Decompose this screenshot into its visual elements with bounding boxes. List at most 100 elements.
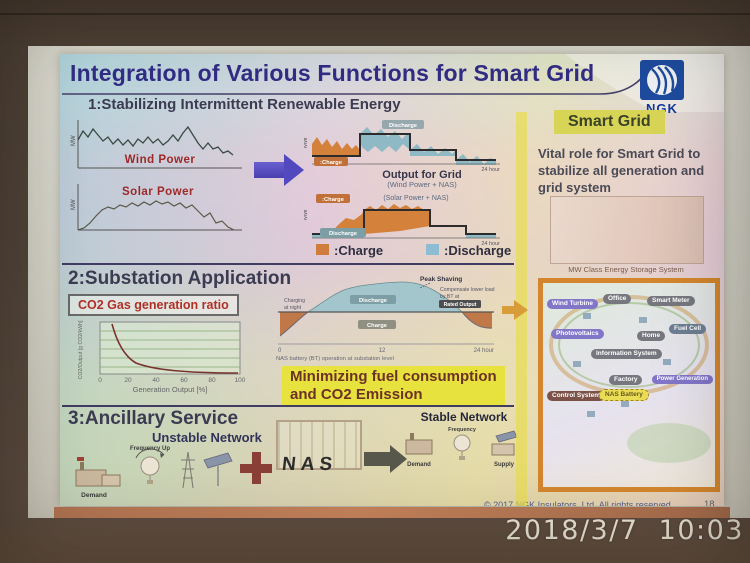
charge-discharge-legend: :Charge :Discharge	[316, 243, 516, 259]
node-office: Office	[603, 294, 632, 304]
discharge-swatch	[426, 244, 439, 255]
load-caption: NAS battery (BT) operation at substation…	[276, 356, 394, 362]
stable-supply-building	[491, 443, 515, 456]
outA-charge-area	[312, 137, 360, 156]
slide-title: Integration of Various Functions for Sma…	[70, 60, 595, 86]
nas-container-illustration	[276, 420, 362, 470]
solar-panel-icon	[203, 452, 233, 469]
discharge-legend-label: :Discharge	[444, 243, 512, 258]
factory-chimney-icon	[80, 462, 84, 470]
section1-heading: 1:Stabilizing Intermittent Renewable Ene…	[88, 96, 401, 113]
load-charge-pill	[358, 320, 396, 329]
load-rated-label: Rated Output	[444, 302, 477, 308]
load-discharge-label: Discharge	[359, 298, 388, 304]
smart-grid-paragraph: Vital role for Smart Grid to stabilize a…	[538, 146, 705, 195]
stable-network-label: Stable Network	[420, 410, 508, 424]
wall-seam	[0, 13, 750, 15]
ngk-logo: NGK	[640, 60, 684, 116]
load-night2: at night	[284, 305, 302, 311]
svg-text:80: 80	[208, 377, 216, 384]
outB-charge-area	[330, 204, 430, 234]
load-curve-right	[461, 311, 493, 329]
outB-discharge-pill	[320, 228, 366, 237]
svg-text:60: 60	[180, 377, 188, 384]
copyright: © 2017 NGK Insulators, Ltd. All rights r…	[484, 500, 671, 506]
section3-heading: 3:Ancillary Service	[68, 408, 239, 429]
outA-charge-label: :Charge	[320, 160, 343, 166]
balloon-basket-icon	[147, 480, 153, 484]
right-arrow-head	[284, 154, 304, 186]
demand-label: Demand	[81, 492, 107, 499]
load-curve-left	[279, 311, 309, 337]
co2-gridlines	[100, 330, 240, 368]
solar-y-label: MW	[71, 199, 77, 210]
plus-vertical	[252, 452, 261, 484]
storage-photo-caption: MW Class Energy Storage System	[568, 265, 684, 274]
building-icon	[101, 474, 121, 487]
to-right-arrow	[502, 306, 514, 314]
node-control-system: Control System	[547, 391, 606, 401]
to-right-arrow-head	[514, 300, 528, 320]
frequency-arrow-icon	[135, 448, 165, 459]
co2-box: CO2 Gas generation ratio	[68, 294, 239, 316]
outB-y-label: MW	[304, 209, 309, 220]
transform-arrow-head	[390, 445, 407, 473]
charge-swatch	[316, 244, 329, 255]
co2-y-label: CO2/Output [g CO2/kWh]	[78, 320, 84, 379]
svg-text:12: 12	[379, 348, 386, 354]
camera-timestamp: 2018/3/7 10:03	[505, 515, 744, 546]
unstable-network-label: Unstable Network	[152, 430, 262, 445]
svg-text:40: 40	[152, 377, 160, 384]
outA-discharge-pill	[382, 120, 424, 129]
outA-x-right: 24 hour	[481, 167, 500, 173]
node-nas-battery: NAS Battery	[599, 389, 649, 401]
stable-network-illustration: Demand Frequency Supply	[405, 427, 518, 468]
stable-balloon-icon	[453, 434, 471, 452]
solar-power-chart: MW Solar Power	[71, 184, 242, 231]
page-number: 18	[704, 499, 715, 506]
load-night1: Charging	[284, 298, 305, 304]
transform-arrow	[364, 452, 390, 466]
node-factory: Factory	[609, 375, 643, 385]
wind-label: Wind Power	[125, 154, 196, 166]
projection-screen: Integration of Various Functions for Sma…	[28, 46, 750, 518]
node-fuel-cell: Fuel Cell	[669, 324, 707, 334]
solar-label: Solar Power	[122, 186, 194, 198]
harbor-area	[627, 423, 711, 463]
load-note2: by BT at	[440, 294, 460, 300]
load-peak-label: Peak Shaving	[420, 276, 462, 283]
storage-facility-photo	[550, 196, 704, 264]
stable-factory-icon	[405, 439, 433, 455]
minimizing-highlight: Minimizing fuel consumption and CO2 Emis…	[282, 366, 505, 406]
smart-grid-badge: Smart Grid	[554, 110, 665, 134]
load-charge-label: Charge	[367, 323, 388, 329]
load-rated-pill	[439, 300, 481, 308]
co2-x-label: Generation Output [%]	[133, 385, 208, 394]
outB-discharge-label: Discharge	[329, 231, 358, 237]
unstable-network-illustration: Demand Frequency Up	[75, 446, 233, 499]
co2-curve	[111, 323, 239, 374]
minimizing-line2: and CO2 Emission	[290, 386, 423, 403]
outB-charge-pill	[316, 194, 350, 203]
nas-wordmark: NAS	[280, 454, 339, 475]
outA-discharge-area1	[360, 127, 410, 152]
stable-chimney-icon	[410, 433, 414, 440]
ngk-logo-stripes	[651, 66, 675, 95]
svg-text:24 hour: 24 hour	[474, 348, 494, 354]
node-information-system: Information System	[591, 349, 662, 359]
node-photovoltaics: Photovoltaics	[551, 329, 604, 339]
frequency-arrowhead-icon	[160, 453, 164, 458]
svg-text:0: 0	[98, 377, 102, 384]
stable-balloon-basket	[459, 456, 465, 460]
node-smart-meter: Smart Meter	[647, 296, 695, 306]
load-ticks: 0 12 24 hour	[278, 348, 494, 354]
load-discharge-pill	[350, 295, 396, 304]
stable-solar-panel-icon	[495, 430, 518, 443]
svg-text:0: 0	[278, 348, 282, 354]
load-curve-chart: Peak Shaving Compensate lower load by BT…	[278, 276, 495, 354]
wind-series	[77, 125, 234, 156]
outA-step-line	[312, 133, 496, 161]
section-divider-1	[62, 263, 514, 265]
stable-supply-label: Supply	[494, 462, 515, 468]
outA-charge-pill	[314, 157, 348, 166]
